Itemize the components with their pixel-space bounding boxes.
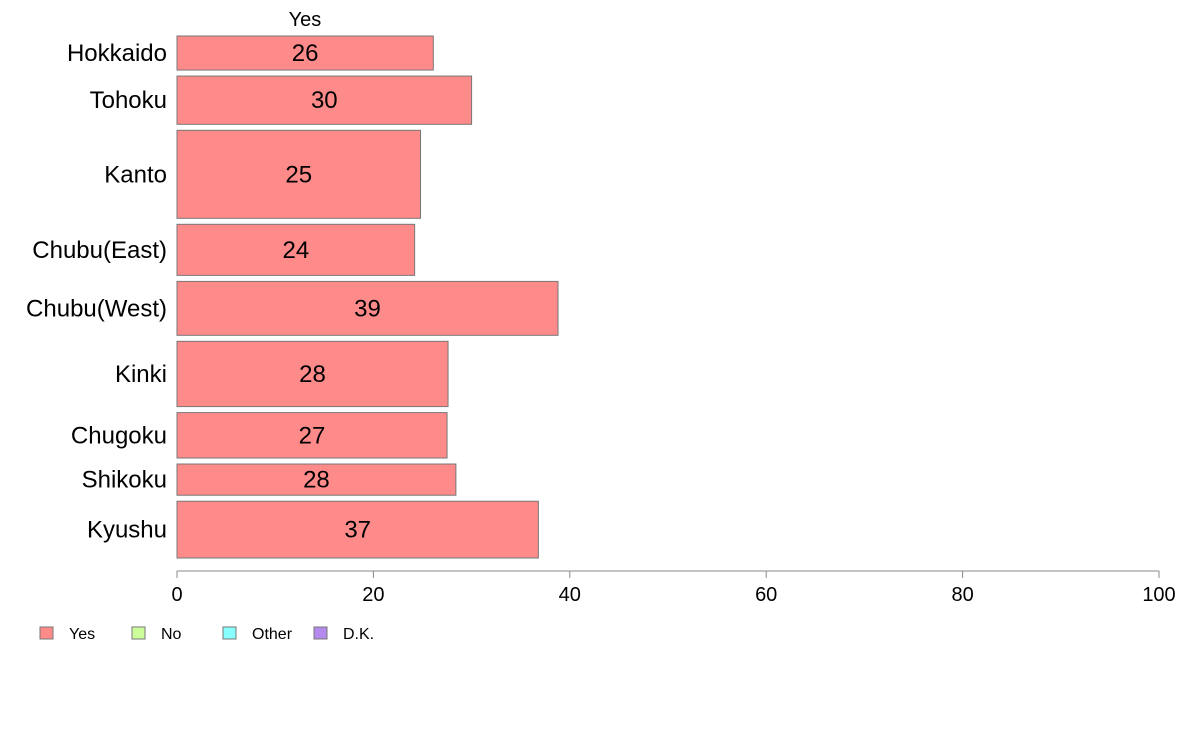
legend-swatch-no [131,626,146,640]
x-tick-label: 20 [362,584,384,606]
legend-label: Other [252,626,293,643]
category-label: Chubu(East) [32,237,167,264]
x-tick-label: 100 [1142,584,1175,606]
bar-chugoku [176,412,448,459]
category-label: Tohoku [90,87,167,114]
category-label: Chugoku [71,422,167,449]
bar-shikoku [176,463,457,496]
column-label: Yes [289,9,322,31]
value-label: 28 [299,361,326,388]
legend-label: No [161,626,182,643]
category-label: Chubu(West) [26,295,167,322]
x-axis: 0 20 40 60 80 100 [171,570,1176,606]
value-label: 27 [299,422,326,449]
x-tick-label: 0 [171,584,182,606]
category-label: Shikoku [82,467,167,494]
value-label: 25 [285,161,312,188]
bar-chubu-east- [176,223,416,276]
bar-chubu-west- [176,280,559,336]
value-label: 26 [292,40,319,67]
value-label: 28 [303,467,330,494]
x-tick-label: 60 [755,584,777,606]
x-tick-label: 80 [951,584,973,606]
category-label: Hokkaido [67,40,167,67]
bar-tohoku [176,75,473,125]
legend-swatch-d-k- [313,626,328,640]
legend-label: Yes [69,626,95,643]
bar-hokkaido [176,35,434,71]
legend-swatch-other [222,626,237,640]
value-label: 37 [344,517,371,544]
category-label: Kanto [104,161,167,188]
category-label: Kyushu [87,517,167,544]
bars: Hokkaido 26 Tohoku 30 Kanto 25 Chubu(East) 24 Ch… [26,35,559,559]
bar-kinki [176,340,449,408]
value-label: 39 [354,295,381,322]
value-label: 24 [282,237,309,264]
legend-swatch-yes [39,626,54,640]
value-label: 30 [311,87,338,114]
legend-label: D.K. [343,626,374,643]
bar-kyushu [176,500,539,559]
x-tick-label: 40 [559,584,581,606]
category-label: Kinki [115,361,167,388]
legend: Yes No Other D.K. [39,626,374,643]
bar-kanto [176,129,422,219]
